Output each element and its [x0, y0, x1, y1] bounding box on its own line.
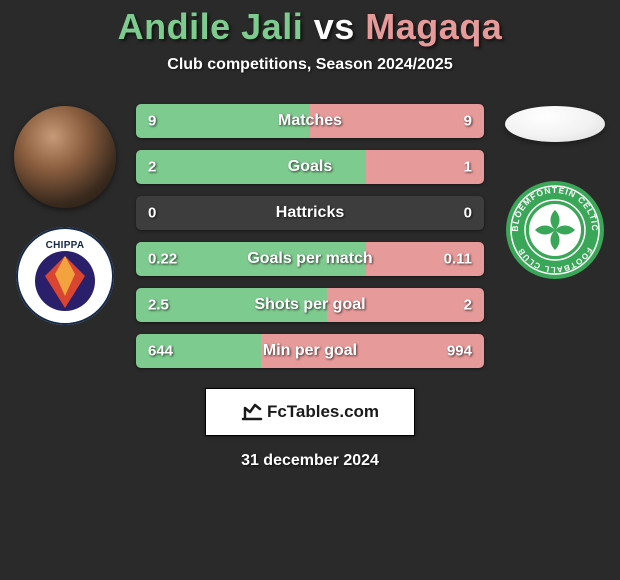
stat-left-value: 9 — [148, 113, 156, 130]
stat-right-value: 994 — [447, 343, 472, 360]
stat-left-value: 2.5 — [148, 297, 169, 314]
stat-row: 0 0 Hattricks — [136, 196, 484, 230]
chippa-badge-icon: CHIPPA — [15, 226, 115, 326]
stat-left-value: 2 — [148, 159, 156, 176]
main-row: CHIPPA 99Matches21Goals00Hattricks0.220.… — [0, 104, 620, 368]
stat-label: Goals — [288, 158, 332, 176]
svg-text:CHIPPA: CHIPPA — [46, 240, 85, 251]
stat-right-value: 9 — [464, 113, 472, 130]
player2-avatar — [505, 106, 605, 142]
fctables-icon — [241, 399, 263, 426]
stat-row: 644 994 Min per goal — [136, 334, 484, 368]
stat-right-value: 0.11 — [444, 251, 472, 268]
left-column: CHIPPA — [10, 104, 120, 326]
celtic-badge-icon: BLOEMFONTEIN CELTIC FOOTBALL CLUB — [505, 180, 605, 280]
title-player1: Andile Jali — [118, 6, 304, 47]
stat-row: 9 9 Matches — [136, 104, 484, 138]
stat-right-value: 0 — [464, 205, 472, 222]
stat-label: Matches — [278, 112, 342, 130]
title-player2: Magaqa — [365, 6, 502, 47]
page-title: Andile Jali vs Magaqa — [0, 6, 620, 48]
right-column: BLOEMFONTEIN CELTIC FOOTBALL CLUB — [500, 104, 610, 280]
stat-left-value: 0 — [148, 205, 156, 222]
stat-row: 2.5 2 Shots per goal — [136, 288, 484, 322]
stat-right-value: 2 — [464, 297, 472, 314]
player2-club-badge: BLOEMFONTEIN CELTIC FOOTBALL CLUB — [505, 180, 605, 280]
stats-bars: 9 9 Matches 2 1 Goals 0 0 Hattricks 0.22 0.11 Goals… — [136, 104, 484, 368]
comparison-card: Andile Jali vs Magaqa Club competitions,… — [0, 0, 620, 580]
stat-label: Min per goal — [263, 342, 357, 360]
stat-left-value: 644 — [148, 343, 173, 360]
stat-left-value: 0.22 — [148, 251, 177, 268]
footer-text: FcTables.com — [267, 402, 379, 422]
stat-row: 0.22 0.11 Goals per match — [136, 242, 484, 276]
player1-club-badge: CHIPPA — [15, 226, 115, 326]
stat-label: Hattricks — [276, 204, 344, 222]
player1-avatar — [14, 106, 116, 208]
date-line: 31 december 2024 — [0, 452, 620, 470]
footer-attribution[interactable]: FcTables.com — [205, 388, 415, 436]
stat-label: Shots per goal — [254, 296, 365, 314]
stat-label: Goals per match — [247, 250, 372, 268]
stat-row: 2 1 Goals — [136, 150, 484, 184]
stat-right-value: 1 — [464, 159, 472, 176]
subtitle: Club competitions, Season 2024/2025 — [0, 56, 620, 74]
title-vs: vs — [314, 6, 355, 47]
